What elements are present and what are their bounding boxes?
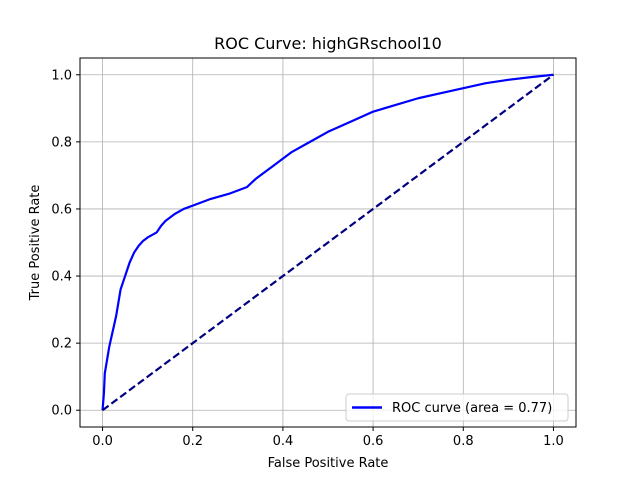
chance-diagonal-line — [101, 73, 555, 412]
y-tick-label: 0.4 — [51, 270, 72, 285]
x-tick-label: 0.4 — [273, 434, 294, 449]
x-tick-label: 0.2 — [182, 434, 203, 449]
y-axis-label: True Positive Rate — [28, 185, 43, 302]
legend-box — [345, 393, 569, 422]
x-tick-label: 0.6 — [363, 434, 384, 449]
roc-curve-line — [101, 73, 554, 411]
y-tick-label: 0.2 — [51, 337, 72, 352]
axis-ticks: 0.0 0.2 0.4 0.6 0.8 1.0 0.0 0.2 0.4 0.6 0.8 1.0 — [51, 68, 563, 449]
y-tick-label: 0.6 — [51, 202, 72, 217]
series-lines — [101, 73, 555, 412]
plot-frame — [79, 57, 577, 428]
y-tick-label: 0.8 — [51, 135, 72, 150]
chart-title: ROC Curve: highGRschool10 — [214, 34, 442, 53]
y-tick-label: 0.0 — [51, 404, 72, 419]
x-tick-label: 0.8 — [453, 434, 474, 449]
y-tick-label: 1.0 — [51, 68, 72, 83]
legend-label: ROC curve (area = 0.77) — [392, 401, 552, 416]
legend: ROC curve (area = 0.77) — [345, 393, 569, 422]
grid-lines — [80, 58, 576, 427]
x-axis-label: False Positive Rate — [268, 456, 389, 471]
x-tick-label: 1.0 — [543, 434, 564, 449]
x-tick-label: 0.0 — [92, 434, 113, 449]
